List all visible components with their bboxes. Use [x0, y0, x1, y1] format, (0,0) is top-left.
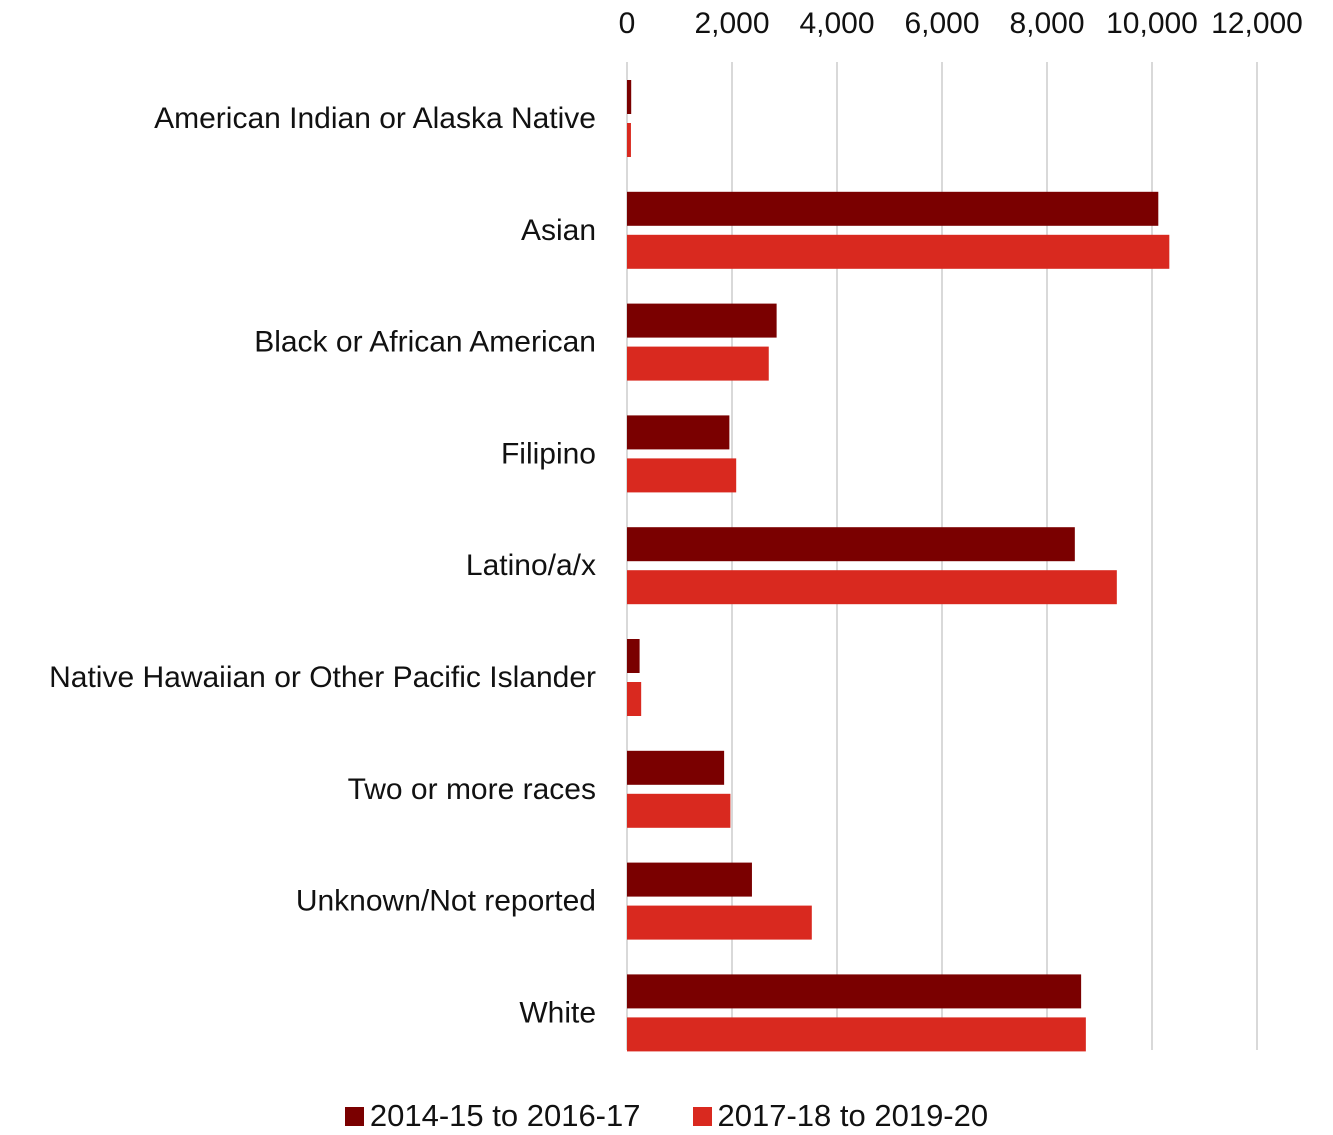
- x-tick-label: 10,000: [1106, 7, 1198, 40]
- bar-series-1: [627, 415, 730, 450]
- category-label: Asian: [521, 214, 596, 247]
- x-tick-label: 6,000: [904, 7, 979, 40]
- bar-series-1: [627, 862, 752, 897]
- bar-series-1: [627, 80, 632, 114]
- x-tick-label: 0: [619, 7, 636, 40]
- bar-series-2: [627, 682, 642, 716]
- x-tick-label: 12,000: [1211, 7, 1303, 40]
- category-label: American Indian or Alaska Native: [154, 102, 596, 135]
- category-label: Unknown/Not reported: [296, 885, 596, 918]
- category-label: Filipino: [501, 437, 596, 470]
- category-label: White: [519, 996, 596, 1029]
- x-tick-label: 2,000: [694, 7, 769, 40]
- bar-series-1: [627, 191, 1159, 226]
- category-label: Latino/a/x: [466, 549, 596, 582]
- bar-series-1: [627, 527, 1075, 562]
- bar-series-1: [627, 974, 1082, 1009]
- bar-series-2: [627, 234, 1170, 269]
- bar-series-2: [627, 1017, 1086, 1052]
- x-tick-label: 4,000: [799, 7, 874, 40]
- legend-swatch-series-1: [344, 1106, 364, 1126]
- legend-item-series-1: 2014-15 to 2016-17: [344, 1098, 641, 1134]
- bar-series-2: [627, 793, 731, 828]
- bar-series-2: [627, 458, 737, 493]
- bar-series-1: [627, 639, 640, 673]
- bar-series-2: [627, 123, 631, 157]
- legend-item-series-2: 2017-18 to 2019-20: [692, 1098, 989, 1134]
- bar-series-1: [627, 750, 725, 785]
- legend-swatch-series-2: [692, 1106, 712, 1126]
- bar-series-1: [627, 303, 777, 338]
- legend: 2014-15 to 2016-17 2017-18 to 2019-20: [0, 1098, 1333, 1134]
- legend-label-series-2: 2017-18 to 2019-20: [717, 1098, 989, 1133]
- category-label: Black or African American: [254, 326, 596, 359]
- category-label: Two or more races: [348, 773, 596, 806]
- chart-canvas: 0 2,000 4,000 6,000 8,000 10,000 12,000 America…: [49, 7, 1303, 1052]
- legend-label-series-1: 2014-15 to 2016-17: [369, 1098, 641, 1133]
- bar-series-2: [627, 346, 769, 381]
- bar-series-2: [627, 905, 812, 940]
- x-tick-label: 8,000: [1009, 7, 1084, 40]
- category-label: Native Hawaiian or Other Pacific Islande…: [49, 661, 596, 694]
- bar-series-2: [627, 570, 1117, 605]
